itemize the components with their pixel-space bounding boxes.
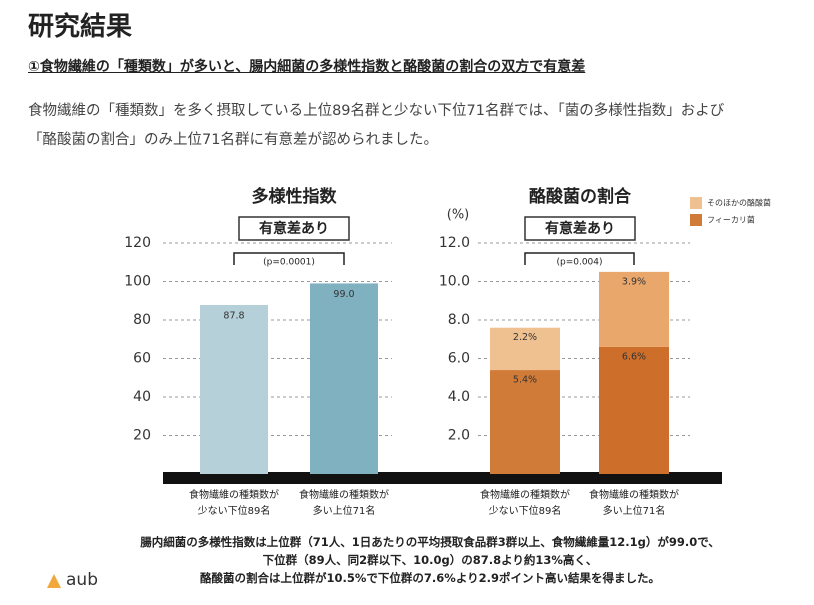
p-value: (p=0.004) [556, 258, 602, 268]
y-tick-label: 10.0 [439, 274, 470, 290]
bracket [524, 252, 635, 265]
y-tick-label: 2.0 [448, 428, 470, 444]
chart-title: 酪酸菌の割合 [529, 186, 632, 207]
value-label: 2.2% [513, 332, 537, 343]
page-title: 研究結果 [28, 12, 133, 42]
description: 食物繊維の「種類数」を多く摂取している上位89名群と少ない下位71名群では、「菌… [28, 103, 725, 148]
value-label: 3.9% [622, 276, 646, 287]
p-value: (p=0.0001) [263, 258, 315, 268]
x-tick-label: 食物繊維の種類数が 多い上位71名 [299, 490, 389, 517]
annotation: 有意差あり [545, 220, 615, 237]
x-tick-label: 食物繊維の種類数が 少ない下位89名 [189, 490, 279, 517]
value-label: 5.4% [513, 375, 537, 386]
y-tick-label: 4.0 [448, 389, 470, 405]
y-tick-label: 20 [133, 428, 151, 444]
baseline [163, 472, 722, 484]
annotation: 有意差あり [259, 220, 329, 237]
bar-segment [599, 346, 669, 474]
y-tick-label: 120 [124, 235, 151, 251]
chart-title: 多様性指数 [252, 186, 338, 207]
y-axis-label: (%) [447, 208, 470, 223]
bar-segment [490, 370, 560, 474]
x-tick-label: 食物繊維の種類数が 多い上位71名 [589, 490, 679, 517]
bar [310, 283, 378, 474]
legend-label: そのほかの酪酸菌 [707, 198, 771, 208]
value-label: 87.8 [223, 310, 244, 321]
legend-swatch [690, 197, 702, 209]
y-tick-label: 100 [124, 274, 151, 290]
y-tick-label: 80 [133, 312, 151, 328]
logo-shape [47, 574, 61, 588]
bar [200, 304, 268, 474]
y-tick-label: 8.0 [448, 312, 470, 328]
bracket [233, 252, 345, 265]
logo-text: aub [66, 570, 98, 590]
logo-icon [47, 574, 61, 588]
y-tick-label: 60 [133, 351, 151, 367]
x-tick-label: 食物繊維の種類数が 少ない下位89名 [480, 490, 570, 517]
value-label: 6.6% [622, 351, 646, 362]
legend-swatch [690, 214, 702, 226]
subtitle: ①食物繊維の「種類数」が多いと、腸内細菌の多様性指数と酪酸菌の割合の双方で有意差 [28, 59, 586, 75]
value-label: 99.0 [333, 289, 354, 300]
legend-label: フィーカリ菌 [707, 215, 755, 225]
y-tick-label: 40 [133, 389, 151, 405]
footer-line: 下位群（89人、同2群以下、10.0g）の87.8より約13%高く、 [262, 553, 598, 567]
annotation-box [524, 216, 636, 241]
y-tick-label: 6.0 [448, 351, 470, 367]
y-tick-label: 12.0 [439, 235, 470, 251]
annotation-box [238, 216, 350, 241]
bar-segment [599, 271, 669, 347]
bar-segment [490, 327, 560, 371]
footer-line: 酪酸菌の割合は上位群が10.5%で下位群の7.6%より2.9ポイント高い結果を得… [200, 571, 660, 585]
footer-line: 腸内細菌の多様性指数は上位群（71人、1日あたりの平均摂取食品群3群以上、食物繊… [140, 535, 720, 549]
